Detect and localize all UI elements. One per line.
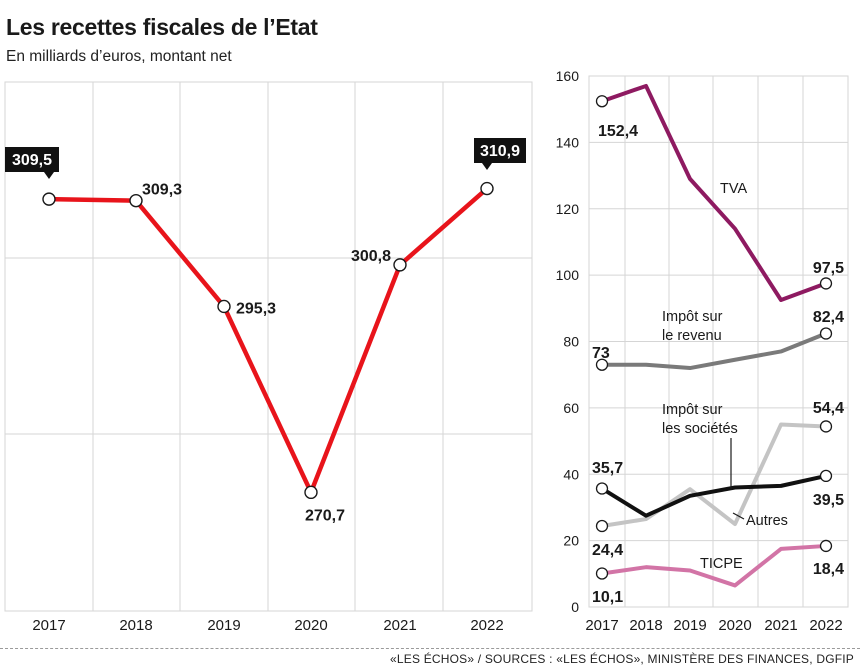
total-value-label-2021: 300,8 [351, 248, 391, 265]
x-tick-label: 2017 [585, 617, 618, 634]
total-marker-2022 [480, 181, 494, 196]
series-marker-tva [819, 277, 833, 290]
series-marker-ir [819, 327, 833, 340]
series-name-line: Impôt sur [662, 402, 723, 418]
total-value-label-2018: 309,3 [142, 182, 182, 199]
x-tick-label: 2022 [470, 617, 503, 634]
total-marker-2021 [393, 258, 407, 272]
series-value-label-is: 39,5 [813, 492, 844, 509]
series-marker-ir [595, 358, 609, 371]
y-tick-label: 160 [556, 68, 580, 84]
series-value-label-tva: 152,4 [598, 123, 638, 140]
series-value-label-is: 35,7 [592, 460, 623, 477]
x-tick-label: 2018 [629, 617, 662, 634]
x-tick-label: 2018 [119, 617, 152, 634]
series-name-line: Impôt sur [662, 309, 723, 325]
series-marker-autres [819, 420, 833, 433]
x-tick-label: 2019 [207, 617, 240, 634]
total-value-label-2022: 310,9 [480, 143, 520, 160]
series-marker-ticpe [595, 567, 609, 580]
total-marker-2017 [42, 192, 56, 206]
total-callout-box-2017 [5, 147, 59, 172]
series-name-label-tva: TVA [720, 181, 747, 197]
series-value-label-ir: 82,4 [813, 309, 844, 326]
series-value-label-autres: 54,4 [813, 400, 844, 417]
y-tick-label: 80 [563, 334, 579, 350]
chart-title: Les recettes fiscales de l’Etat [6, 14, 318, 40]
x-tick-label: 2021 [764, 617, 797, 634]
series-name-line: le revenu [662, 328, 722, 344]
total-value-label-2017: 309,5 [12, 152, 52, 169]
series-line-ir [602, 331, 827, 371]
series-value-label-ir: 73 [592, 345, 610, 362]
series-name-label-is: Impôt sur les sociétés [662, 402, 738, 437]
series-line-is [600, 473, 827, 518]
series-name-line: Autres [746, 513, 788, 529]
total-marker-2019 [217, 299, 231, 314]
x-tick-label: 2022 [809, 617, 842, 634]
y-tick-label: 40 [563, 466, 579, 482]
series-line-ticpe [601, 543, 827, 588]
series-marker-autres [595, 519, 609, 533]
series-value-label-ticpe: 18,4 [813, 561, 844, 578]
y-tick-label: 20 [563, 533, 579, 549]
series-marker-ticpe [819, 539, 833, 553]
series-name-line: TICPE [700, 556, 743, 572]
x-tick-label: 2017 [32, 617, 65, 634]
chart-subtitle: En milliards d’euros, montant net [6, 48, 232, 65]
series-line-tva [601, 83, 827, 303]
footer-divider [0, 648, 860, 649]
total-callout-box-2022 [474, 138, 526, 163]
series-value-label-tva: 97,5 [813, 260, 844, 277]
series-name-label-autres: Autres [746, 513, 788, 529]
series-marker-is [595, 482, 609, 495]
series-marker-tva [595, 95, 609, 108]
total-value-label-2019: 295,3 [236, 300, 276, 317]
series-name-line: les sociétés [662, 421, 738, 437]
autres-label-leader [732, 512, 745, 520]
total-callout-pointer [482, 163, 492, 170]
x-tick-label: 2021 [383, 617, 416, 634]
y-tick-label: 140 [556, 134, 580, 150]
y-tick-label: 120 [556, 201, 580, 217]
total-callout-pointer [44, 172, 54, 179]
y-tick-label: 0 [571, 599, 579, 615]
y-tick-label: 60 [563, 400, 579, 416]
y-tick-label: 100 [556, 267, 580, 283]
total-chart-panel [4, 81, 533, 612]
total-marker-2020 [304, 485, 318, 500]
total-value-label-2020: 270,7 [305, 507, 345, 524]
series-name-line: TVA [720, 181, 747, 197]
x-tick-label: 2020 [294, 617, 327, 634]
series-value-label-ticpe: 10,1 [592, 589, 623, 606]
series-value-label-autres: 24,4 [592, 542, 623, 559]
x-tick-label: 2019 [673, 617, 706, 634]
total-marker-2018 [129, 193, 143, 208]
breakdown-chart-panel [588, 75, 849, 608]
series-name-label-ir: Impôt sur le revenu [662, 309, 723, 344]
series-line-autres [601, 422, 827, 528]
source-credit: «LES ÉCHOS» / SOURCES : «LES ÉCHOS», MIN… [390, 652, 854, 666]
x-tick-label: 2020 [718, 617, 751, 634]
total-revenue-line [48, 186, 489, 495]
series-marker-is [819, 469, 833, 483]
series-name-label-ticpe: TICPE [700, 556, 743, 572]
